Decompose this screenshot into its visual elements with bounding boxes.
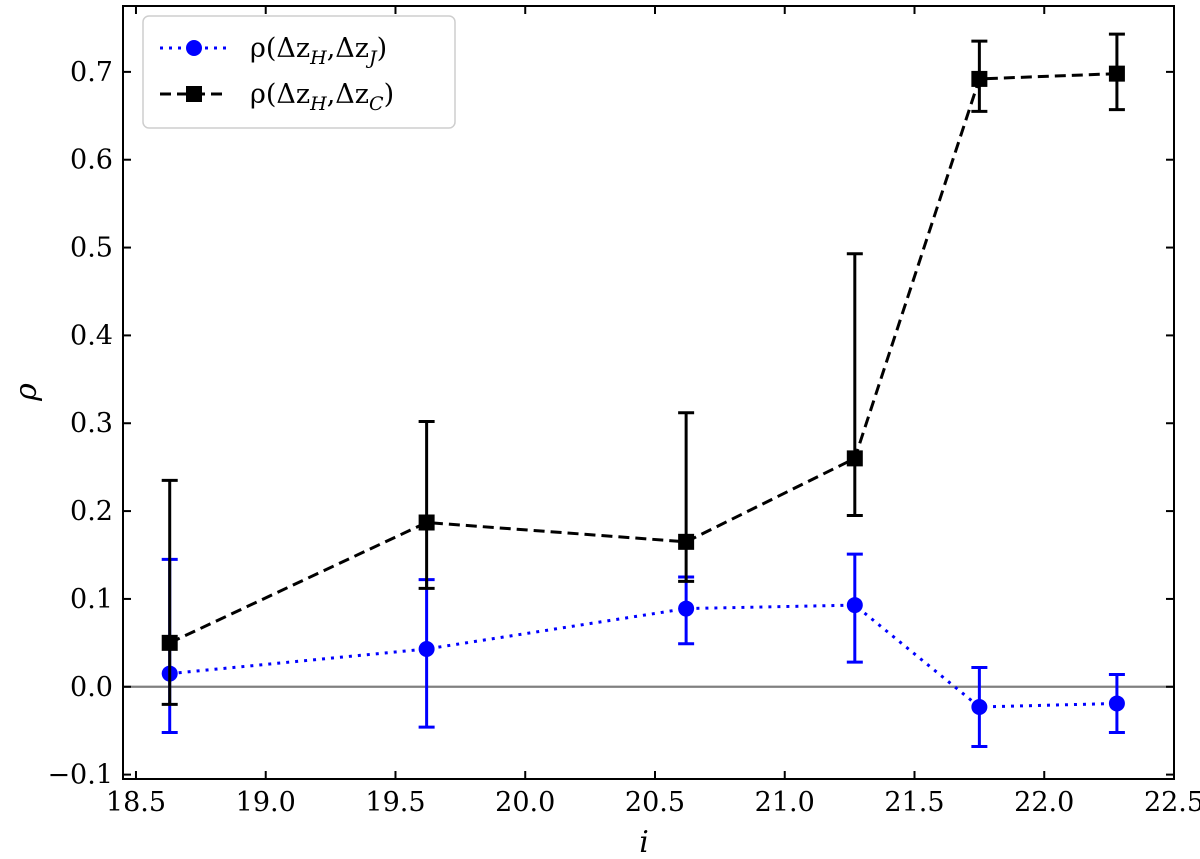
data-point [678,600,695,617]
y-tick-label: 0.7 [70,57,113,88]
y-tick-label: 0.6 [70,145,113,176]
legend-label-sub: J [365,47,378,69]
x-tick-label: 22.0 [1014,787,1074,818]
plot-area [123,32,1174,748]
legend-marker-1 [186,86,202,102]
x-tick-label: 20.5 [625,787,685,818]
x-tick-label: 22.5 [1144,787,1200,818]
legend-label-mid: ,Δz [327,33,369,64]
legend-label-base: ρ(Δz [250,33,310,64]
axes-frame [122,5,1175,780]
data-point [846,597,863,614]
y-tick-label: 0.5 [70,233,113,264]
legend-marker-0 [186,40,202,56]
x-axis-label: i [639,825,649,859]
data-point [678,533,695,550]
legend: ρ(ΔzH,ΔzJ)ρ(ΔzH,ΔzC) [142,15,456,129]
y-tick-label: 0.1 [70,584,113,615]
legend-label-base: ρ(Δz [250,79,310,110]
series-0 [161,552,1125,748]
y-axis-label: ρ [9,383,44,402]
legend-label-0: ρ(ΔzH,ΔzJ) [250,33,387,69]
x-tick-label: 21.5 [884,787,944,818]
data-point [846,450,863,467]
series-line [169,72,1117,645]
data-point [971,698,988,715]
legend-label-sub: H [309,47,327,69]
legend-box [142,15,456,129]
legend-label-end: ) [384,79,395,110]
data-point [1108,695,1125,712]
legend-label-end: ) [377,33,388,64]
y-tick-label: −0.1 [47,760,113,791]
y-tick-label: 0.3 [70,408,113,439]
data-point [418,640,435,657]
data-point [971,70,988,87]
axes: 18.5 19.0 19.5 20.0 20.5 21.0 21.5 22.0 22.5 −0.1… [47,5,1200,818]
x-tick-label: 19.0 [236,787,296,818]
data-point [1108,65,1125,82]
legend-label-sub: H [309,93,327,115]
x-tick-label: 21.0 [755,787,815,818]
y-tick-label: 0.2 [70,496,113,527]
legend-label-mid: ,Δz [327,79,369,110]
legend-label-sub: C [369,93,384,115]
legend-label-1: ρ(ΔzH,ΔzC) [250,79,394,115]
x-tick-label: 19.5 [365,787,425,818]
x-tick-label: 18.5 [106,787,166,818]
y-tick-label: 0.4 [70,320,113,351]
series-1 [161,32,1125,706]
data-point [418,514,435,531]
series-line [169,603,1117,709]
x-tick-label: 20.0 [495,787,555,818]
data-point [161,634,178,651]
y-tick-label: 0.0 [70,672,113,703]
